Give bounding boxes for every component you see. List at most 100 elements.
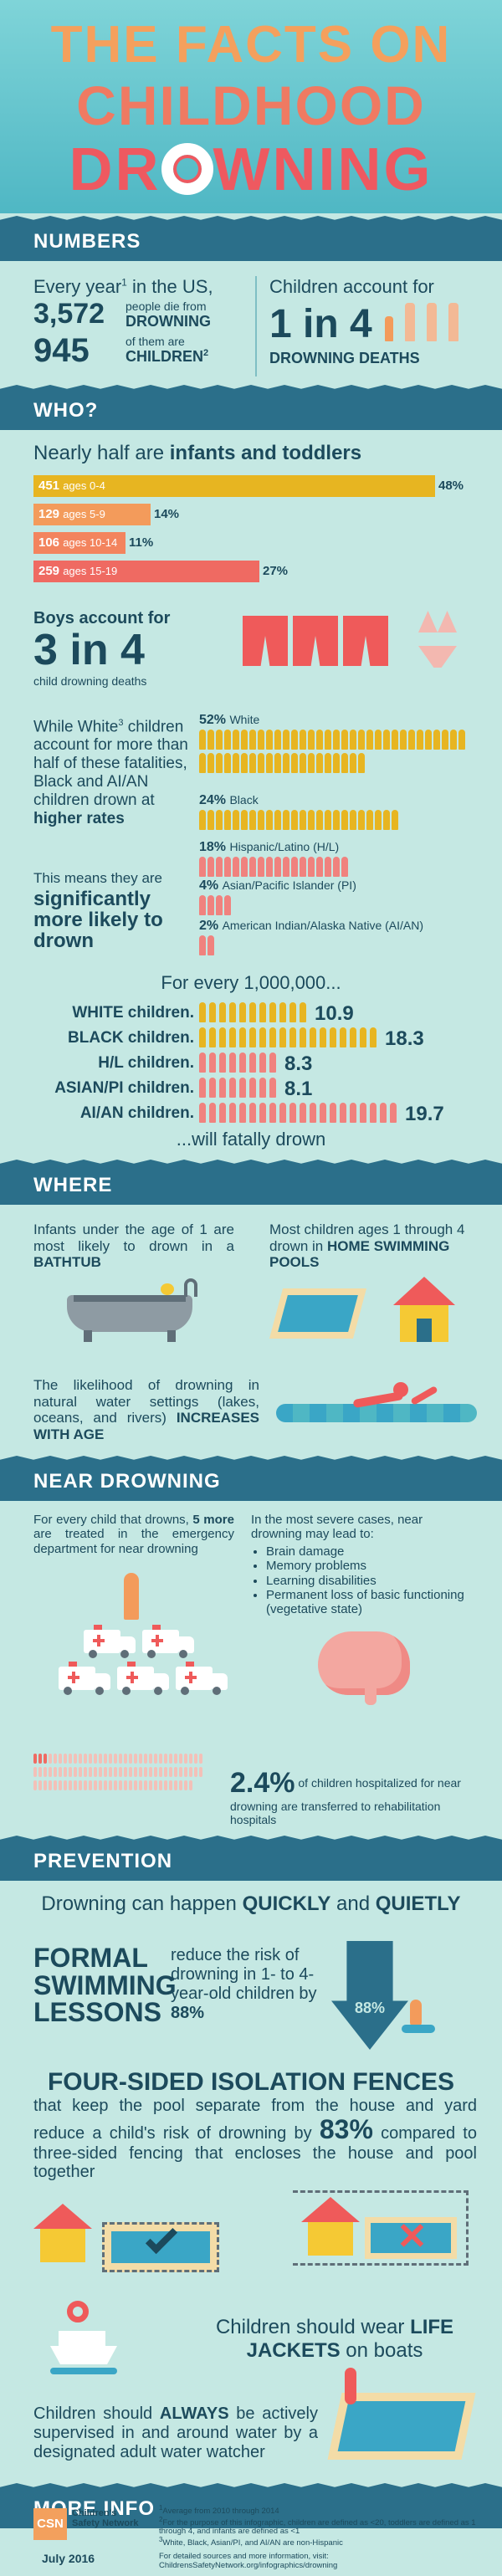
person-icon — [259, 1027, 266, 1047]
person-icon — [241, 857, 248, 877]
tiny-person-icon — [109, 1780, 112, 1790]
person-icon — [209, 1027, 216, 1047]
person-icon — [199, 753, 206, 773]
person-icon — [308, 753, 315, 773]
tiny-person-icon — [164, 1767, 167, 1777]
always-label: ALWAYS — [159, 2404, 229, 2423]
person-icon — [249, 857, 256, 877]
ambulance-light — [152, 1625, 161, 1630]
person-icon — [425, 730, 432, 750]
person-icon — [274, 857, 281, 877]
life-jackets-label: LIFE JACKETS — [246, 2316, 454, 2362]
title-part-wning: WNING — [213, 136, 433, 203]
person-icon — [229, 1027, 236, 1047]
person-icon — [233, 730, 239, 750]
tiny-person-icon — [199, 1767, 202, 1777]
age-bar-pct: 48% — [438, 479, 464, 493]
details-link[interactable]: For detailed sources and more informatio… — [159, 2552, 338, 2570]
race-row-label: 24% Black — [199, 793, 259, 808]
tiny-person-icon — [84, 1780, 87, 1790]
person-icon — [417, 730, 423, 750]
tiny-person-icon — [114, 1767, 117, 1777]
age-bar: 259 ages 15-19 — [33, 561, 259, 582]
x-icon: ✕ — [397, 2216, 428, 2257]
footnote-ref-1: 1 — [121, 276, 127, 289]
race-icon-row — [199, 857, 475, 878]
ambulance-wheel — [181, 1687, 189, 1695]
person-icon — [316, 753, 323, 773]
footnote-item: 1Average from 2010 through 2014 — [159, 2504, 477, 2517]
header-banner: THE FACTS ON CHILDHOOD DR WNING — [0, 0, 502, 213]
person-icon — [229, 1103, 236, 1123]
person-icon — [199, 1002, 206, 1022]
footnote-num: 2 — [159, 2515, 163, 2523]
ambulance-wheel — [179, 1650, 187, 1658]
person-icon — [300, 1027, 306, 1047]
person-icon — [375, 730, 382, 750]
person-icon — [209, 1078, 216, 1098]
this-means: This means they are — [33, 870, 163, 886]
person-icon — [316, 857, 323, 877]
person-icon — [383, 730, 390, 750]
tiny-person-icon — [59, 1780, 62, 1790]
publication-date: July 2016 — [42, 2552, 95, 2565]
tiny-person-icon — [164, 1780, 167, 1790]
person-icon — [442, 730, 448, 750]
swim-trunks-icon — [243, 616, 288, 666]
children-label: CHILDREN2 — [126, 348, 208, 366]
tiny-person-icon — [69, 1780, 72, 1790]
section-prevention: PREVENTION — [0, 1842, 502, 1881]
ambulance-icon — [59, 1662, 110, 1695]
person-icon — [274, 810, 281, 830]
person-icon — [358, 753, 365, 773]
person-icon — [258, 753, 264, 773]
person-icon — [207, 810, 214, 830]
every-year-text: Every year1 in the US, — [33, 276, 213, 297]
person-icon — [341, 753, 348, 773]
person-icon — [341, 810, 348, 830]
tiny-person-icon — [194, 1754, 197, 1764]
person-icon — [258, 810, 264, 830]
person-icon — [308, 857, 315, 877]
home-pools-text: Most children ages 1 through 4 drown in … — [269, 1221, 470, 1271]
person-icon — [224, 895, 231, 915]
ambulance-icon — [142, 1625, 194, 1658]
adult-person-icon — [405, 303, 415, 341]
rate-label: ASIAN/PI children. — [54, 1079, 194, 1097]
child-drowning-deaths: child drowning deaths — [33, 674, 147, 688]
person-icon — [219, 1052, 226, 1073]
person-icon — [358, 810, 365, 830]
person-icon — [199, 730, 206, 750]
person-icon — [291, 730, 298, 750]
person-icon — [269, 1078, 276, 1098]
person-icon — [458, 730, 465, 750]
person-icon — [266, 857, 273, 877]
ambulance-wheel — [120, 1650, 129, 1658]
nearly-half-heading: Nearly half are infants and toddlers — [33, 442, 361, 465]
swim-trunks-icon — [293, 616, 338, 666]
person-icon — [249, 1002, 256, 1022]
tiny-person-icon — [174, 1780, 177, 1790]
life-ring-icon — [161, 143, 213, 195]
title-line-2: CHILDHOOD — [76, 74, 426, 136]
section-near-drowning: NEAR DROWNING — [0, 1462, 502, 1501]
rate-value: 10.9 — [315, 1002, 354, 1025]
ambulance-icon — [117, 1662, 169, 1695]
number-945: 945 — [33, 332, 90, 369]
tiny-person-icon — [109, 1754, 112, 1764]
rate-value: 8.3 — [284, 1052, 313, 1075]
age-bar-label: ages 5-9 — [63, 508, 105, 520]
family-icons — [385, 303, 485, 343]
person-icon — [229, 1002, 236, 1022]
tiny-person-icon — [189, 1767, 192, 1777]
tiny-person-icon — [114, 1754, 117, 1764]
quietly-label: QUIETLY — [375, 1892, 461, 1915]
person-icon — [366, 810, 373, 830]
person-icon — [308, 810, 315, 830]
age-bar-count: 129 — [38, 507, 64, 521]
ambulance-light — [186, 1662, 194, 1667]
person-icon — [408, 730, 415, 750]
tiny-person-icon — [184, 1767, 187, 1777]
age-bar-pct: 14% — [154, 507, 180, 521]
tiny-person-icon — [184, 1754, 187, 1764]
